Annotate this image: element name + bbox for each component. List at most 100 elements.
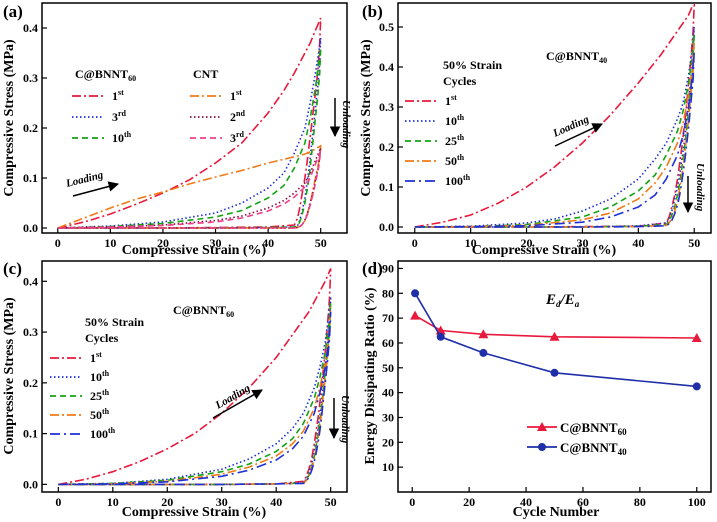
panel-d-xlabel: Cycle Number <box>513 505 600 520</box>
series-line <box>414 3 696 228</box>
panel-b-ticks: 0 10 20 30 40 50 0.0 0.1 0.2 0.3 0.4 0.5 <box>379 20 700 250</box>
legend-title-line2: Cycles <box>85 331 119 345</box>
y-tick-label: 80 <box>382 286 394 300</box>
x-tick-label: 100 <box>688 495 706 509</box>
legend-group-c-bnnt60: C@BNNT60 <box>75 67 136 83</box>
legend-title-line1: 50% Strain <box>443 58 502 72</box>
x-tick-label: 40 <box>520 495 532 509</box>
data-point-circle <box>692 382 701 391</box>
loading-label: Loading <box>550 113 591 140</box>
y-tick-label: 0.0 <box>379 220 394 234</box>
panel-c-label: (c) <box>3 259 22 278</box>
unloading-label: Unloading <box>694 163 706 212</box>
legend-entry-label: 100th <box>445 173 471 188</box>
x-tick-label: 20 <box>157 236 169 250</box>
panel-a-xlabel: Compressive Strain (%) <box>122 243 267 258</box>
legend-group-cnt-label: CNT <box>193 67 218 81</box>
panel-b-label: (b) <box>362 2 383 21</box>
x-tick-label: 40 <box>632 236 644 250</box>
legend-entry-label: 10th <box>112 130 132 145</box>
panel-b-legend-entries: 1st 10th 25th 50th 100th <box>405 93 471 188</box>
panel-d: (d) 0 20 40 60 80 100 10 20 30 40 50 60 70 80 90 Ed/Ea… <box>362 259 712 520</box>
legend-entry-label: 1st <box>230 88 242 103</box>
panel-b-annotations: Loading Unloading <box>550 113 706 214</box>
panel-b-xlabel: Compressive Strain (%) <box>472 243 617 258</box>
x-tick-label: 20 <box>521 236 533 250</box>
y-tick-label: 0.3 <box>379 100 394 114</box>
legend-entry-label: 50th <box>445 153 465 168</box>
panel-d-title: Ed/Ea <box>545 292 580 309</box>
series-line <box>57 147 322 229</box>
series-line <box>57 150 322 229</box>
y-tick-label: 0.4 <box>379 60 394 74</box>
panel-b-frame <box>397 2 712 234</box>
series-line <box>58 296 332 486</box>
panel-c-legend: 50% Strain Cycles 1st 10th 25th 50th 100th <box>50 315 144 441</box>
panel-a-series <box>57 17 322 229</box>
legend-title-line1: 50% Strain <box>85 315 144 329</box>
panel-b: (b) 0 10 20 30 40 50 0.0 0.1 0.2 0.3 0.4 0.5 C@BNNT… <box>359 2 712 258</box>
panel-d-ylabel: Energy Dissipating Ratio (%) <box>363 287 378 464</box>
x-tick-label: 0 <box>55 495 61 509</box>
panel-c-title: C@BNNT60 <box>173 303 234 319</box>
x-tick-label: 30 <box>576 236 588 250</box>
panel-b-title: C@BNNT40 <box>546 49 607 65</box>
loading-arrow <box>212 389 263 419</box>
x-tick-label: 0 <box>409 495 415 509</box>
data-point-circle <box>538 443 546 451</box>
x-tick-label: 50 <box>325 495 337 509</box>
series-line <box>57 37 322 229</box>
data-point-circle <box>550 368 559 377</box>
legend-entry-label: 100th <box>90 426 116 441</box>
panel-a-legend-entries: 1st 3rd 10th 1st 2nd 3rd <box>72 88 245 145</box>
y-tick-label: 20 <box>382 435 394 449</box>
panel-d-ticks: 0 20 40 60 80 100 10 20 30 40 50 60 70 80 90 <box>382 261 706 509</box>
panel-c-legend-entries: 1st 10th 25th 50th 100th <box>50 350 116 441</box>
y-tick-label: 0.0 <box>23 221 38 235</box>
y-tick-label: 0.1 <box>23 427 38 441</box>
legend-entry-label: 1st <box>90 350 102 365</box>
panel-d-legend: C@BNNT60 C@BNNT40 <box>527 420 627 457</box>
y-tick-label: 60 <box>382 336 394 350</box>
x-tick-label: 20 <box>161 495 173 509</box>
legend-entry-label: 25th <box>90 388 110 403</box>
legend-entry-label: 3rd <box>230 130 245 145</box>
y-tick-label: 0.3 <box>23 71 38 85</box>
legend-label: C@BNNT60 <box>560 420 627 437</box>
x-tick-label: 30 <box>216 495 228 509</box>
loading-arrow <box>72 181 120 197</box>
data-point-circle <box>411 289 420 298</box>
x-tick-label: 40 <box>270 495 282 509</box>
series-line <box>57 17 322 229</box>
legend-label: C@BNNT40 <box>560 440 627 457</box>
legend-entry-label: 3rd <box>112 109 127 124</box>
panel-c: (c) 0 10 20 30 40 500.00.10.20.30.4 C@BNNT60 … <box>2 259 351 520</box>
x-tick-label: 10 <box>465 236 477 250</box>
legend-title-line2: Cycles <box>443 74 477 88</box>
legend-entry-label: 10th <box>90 369 110 384</box>
y-tick-label: 0.1 <box>379 180 394 194</box>
panel-c-frame <box>41 260 348 493</box>
legend-entry-label: 2nd <box>230 109 245 124</box>
y-tick-label: 70 <box>382 311 394 325</box>
panel-a: (a) 0 10 20 30 40 50 0.0 0.1 0.2 0.3 0.4 Compressi… <box>2 2 352 258</box>
x-tick-label: 20 <box>463 495 475 509</box>
series-line <box>58 311 332 486</box>
panel-a-label: (a) <box>3 2 23 21</box>
y-tick-label: 0.5 <box>379 20 394 34</box>
y-tick-label: 40 <box>382 386 394 400</box>
y-tick-label: 30 <box>382 410 394 424</box>
panel-d-series <box>410 289 702 391</box>
y-tick-label: 0.2 <box>23 121 38 135</box>
y-tick-label: 0.4 <box>23 274 38 288</box>
data-point-triangle <box>410 310 421 320</box>
series-line <box>414 50 695 228</box>
data-point-triangle <box>478 329 489 339</box>
legend-entry-label: 25th <box>445 133 465 148</box>
legend-entry-label: 50th <box>90 407 110 422</box>
y-tick-label: 0.0 <box>23 477 38 491</box>
y-tick-label: 0.2 <box>379 140 394 154</box>
y-tick-label: 10 <box>382 460 394 474</box>
